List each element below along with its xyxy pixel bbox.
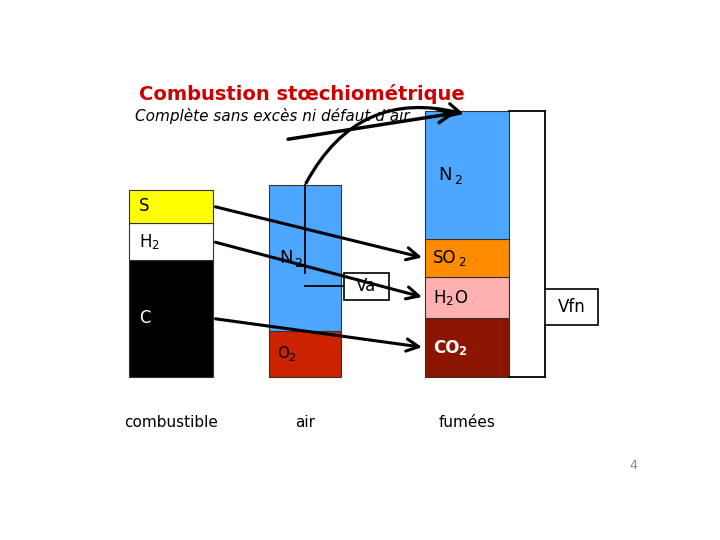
Text: SO: SO <box>433 249 456 267</box>
Bar <box>129 190 213 223</box>
Text: air: air <box>294 415 315 430</box>
Text: C: C <box>139 309 150 327</box>
Bar <box>425 319 508 377</box>
Text: Combustion stœchiométrique: Combustion stœchiométrique <box>139 84 465 104</box>
Text: 2: 2 <box>151 239 159 252</box>
Bar <box>269 331 341 377</box>
Text: 2: 2 <box>454 174 462 187</box>
Text: N: N <box>279 249 293 267</box>
Text: 4: 4 <box>629 460 637 472</box>
Text: H: H <box>433 289 446 307</box>
Bar <box>425 277 508 319</box>
Text: fumées: fumées <box>438 415 495 430</box>
Bar <box>344 273 389 300</box>
Bar <box>129 260 213 377</box>
Text: O: O <box>454 289 467 307</box>
Text: 2: 2 <box>294 257 302 270</box>
Bar <box>129 223 213 260</box>
Text: O: O <box>277 346 289 361</box>
Text: 2: 2 <box>459 345 467 358</box>
Bar <box>425 111 508 239</box>
Text: CO: CO <box>433 339 459 356</box>
Text: Vfn: Vfn <box>557 298 585 316</box>
Text: combustible: combustible <box>124 415 218 430</box>
Text: 2: 2 <box>446 295 453 308</box>
Text: 2: 2 <box>459 256 466 269</box>
Text: S: S <box>139 197 150 215</box>
Text: H: H <box>139 233 152 251</box>
Text: 2: 2 <box>289 353 295 362</box>
Text: Va: Va <box>356 277 377 295</box>
Text: Complète sans excès ni défaut d’air: Complète sans excès ni défaut d’air <box>135 109 409 124</box>
Bar <box>545 289 598 325</box>
Bar <box>269 185 341 331</box>
Bar <box>425 239 508 277</box>
Text: N: N <box>438 166 452 184</box>
